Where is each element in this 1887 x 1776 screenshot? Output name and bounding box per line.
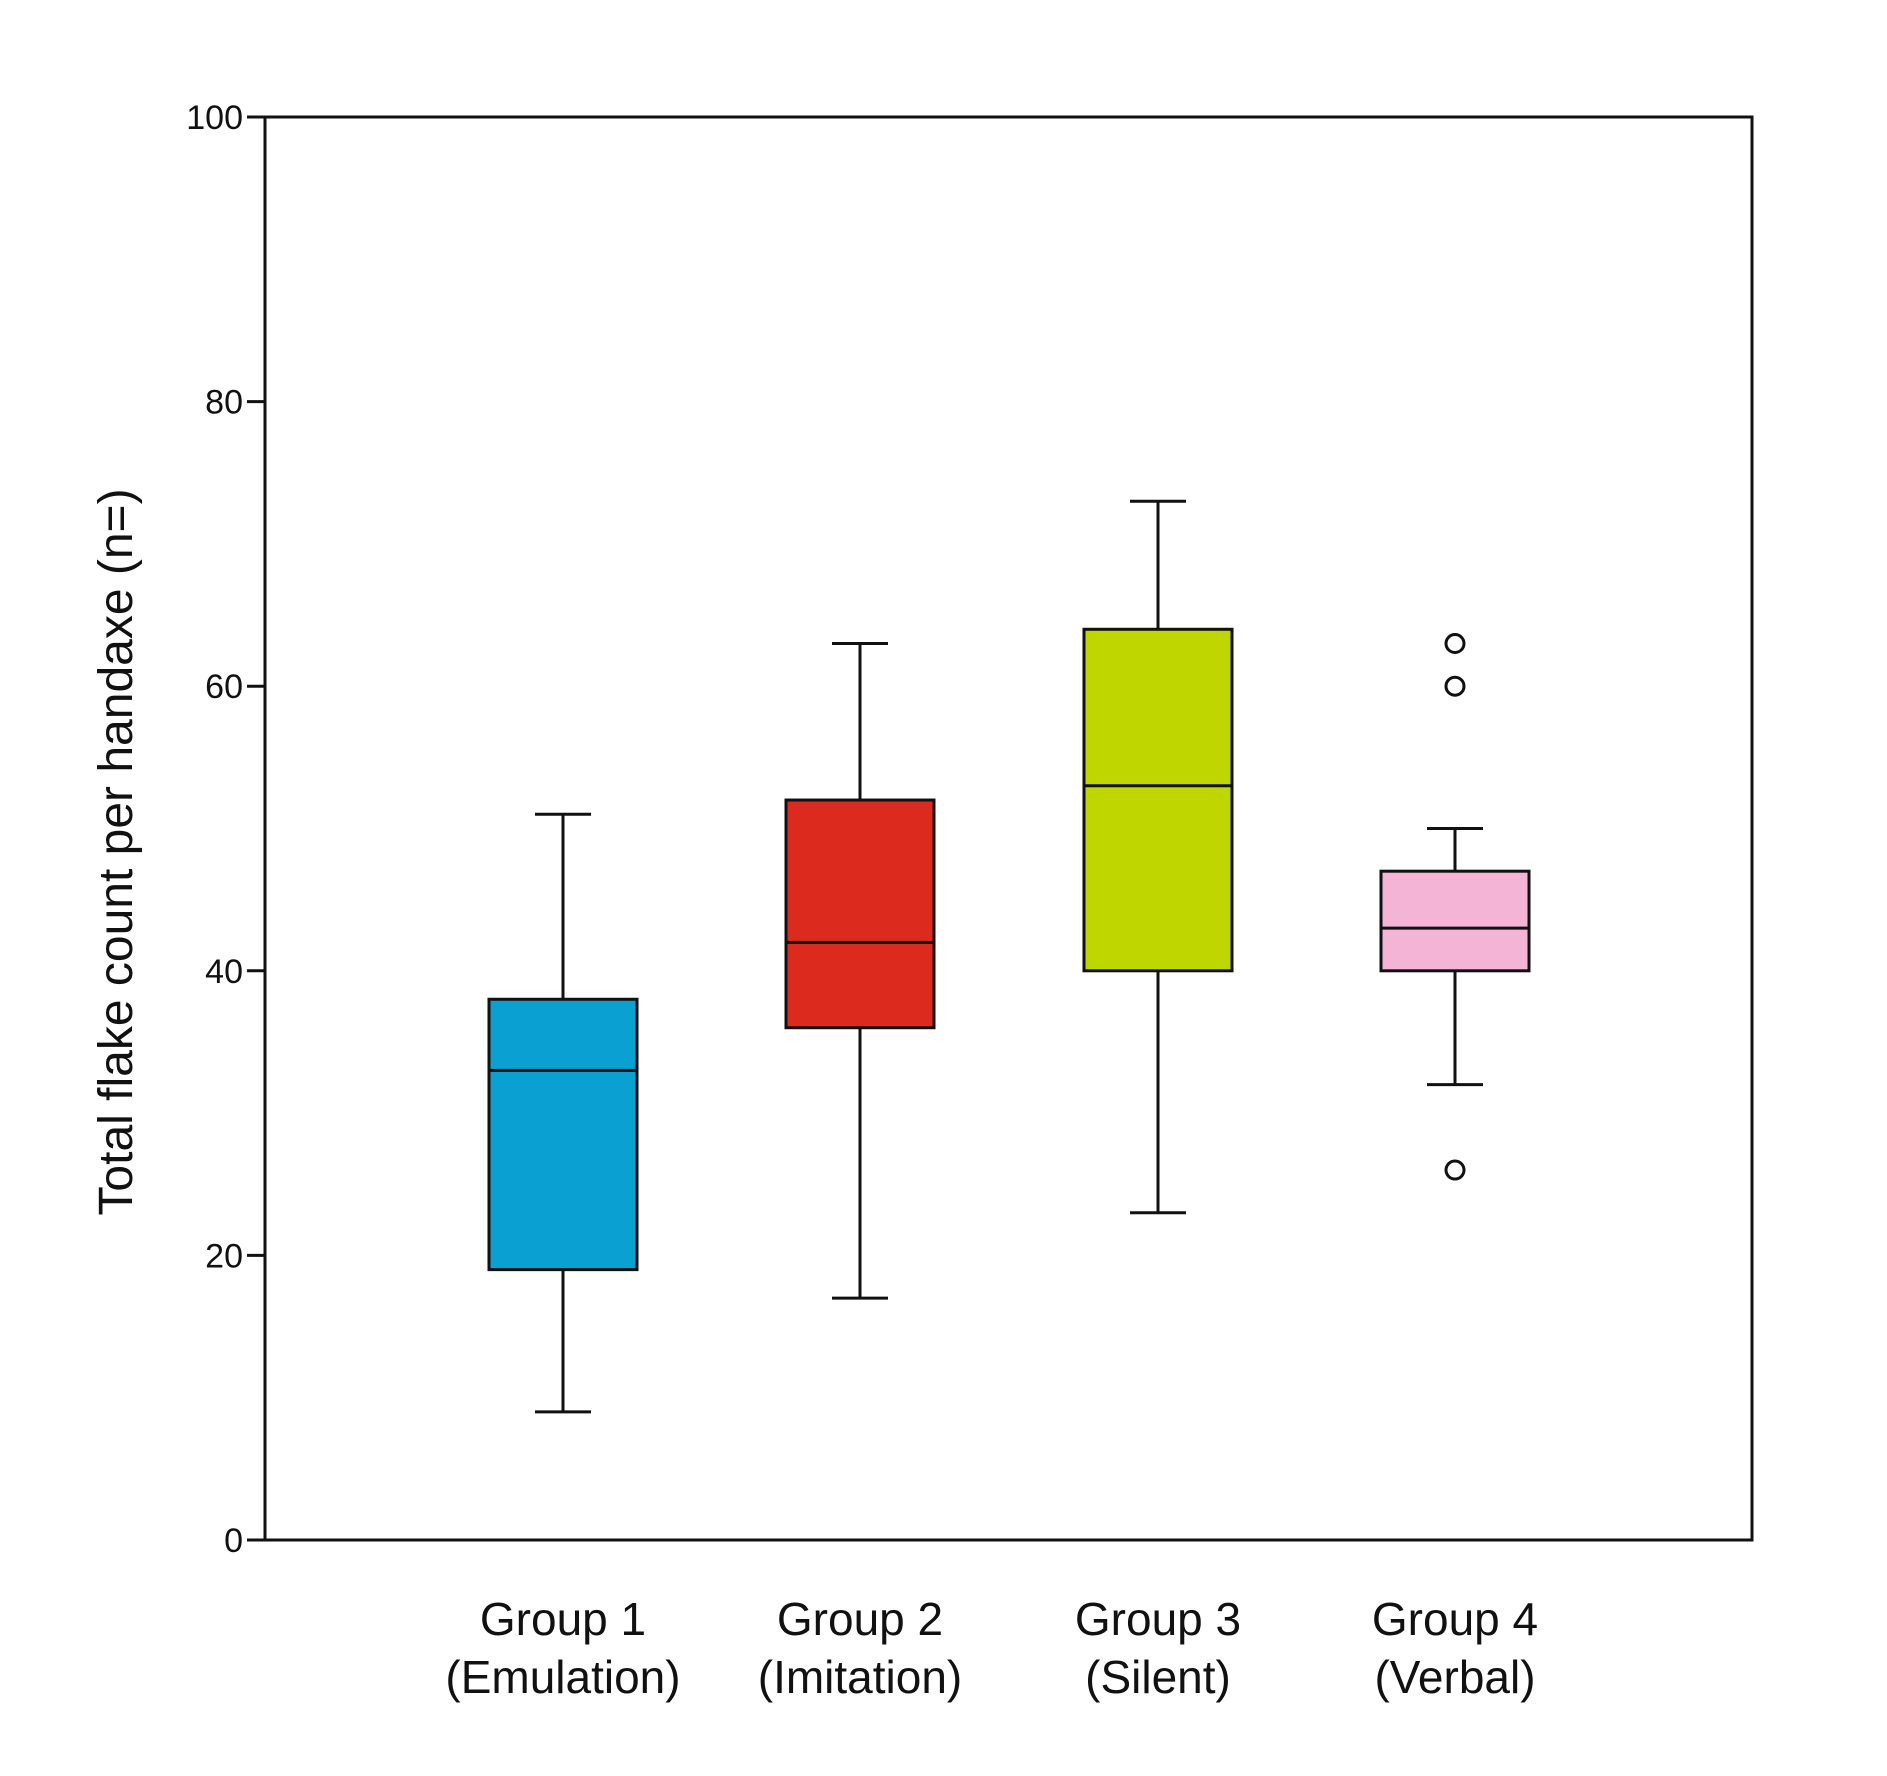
outlier-point: [1444, 675, 1466, 697]
y-tick-label: 20: [205, 1237, 243, 1275]
y-tick-label: 0: [224, 1522, 243, 1560]
x-axis-labels: Group 1 (Emulation) Group 2 (Imitation) Grou…: [445, 1593, 1538, 1703]
x-category-label: Group 4: [1372, 1593, 1538, 1645]
x-category-label: Group 1: [480, 1593, 646, 1645]
x-category-sublabel: (Verbal): [1374, 1651, 1535, 1703]
x-category-label: Group 3: [1075, 1593, 1241, 1645]
box-iqr: [487, 997, 639, 1272]
box-group: [784, 642, 936, 1300]
x-category-label: Group 2: [777, 1593, 943, 1645]
box-group: [487, 812, 639, 1414]
box-group: [1379, 633, 1531, 1181]
x-category-sublabel: (Silent): [1085, 1651, 1231, 1703]
x-category-sublabel: (Imitation): [758, 1651, 962, 1703]
y-tick-label: 60: [205, 668, 243, 706]
outlier-point: [1444, 1159, 1466, 1181]
y-axis: 0 20 40 60 80 100: [186, 99, 265, 1560]
y-axis-title: Total flake count per handaxe (n=): [90, 488, 143, 1215]
box-group: [1082, 499, 1234, 1215]
outlier-point: [1444, 633, 1466, 655]
plot-area: [263, 115, 1754, 1542]
y-tick-label: 80: [205, 384, 243, 422]
box-iqr: [1379, 869, 1531, 973]
box-iqr: [784, 798, 936, 1030]
y-tick-label: 100: [186, 99, 243, 137]
boxes: [487, 499, 1531, 1414]
box-iqr: [1082, 627, 1234, 973]
y-tick-label: 40: [205, 953, 243, 991]
x-category-sublabel: (Emulation): [445, 1651, 680, 1703]
